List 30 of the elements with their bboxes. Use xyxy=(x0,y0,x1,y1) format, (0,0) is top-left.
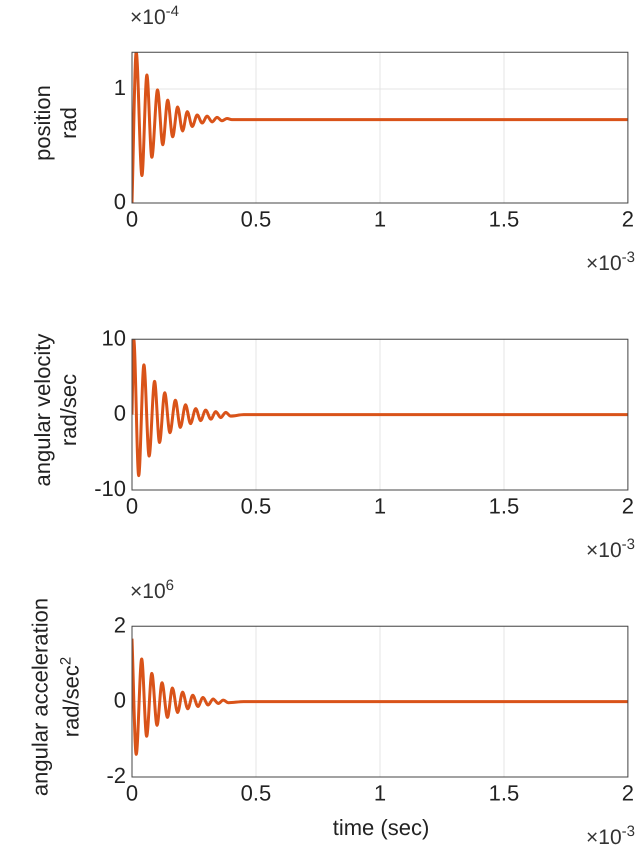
x-tick-label: 2 xyxy=(622,780,634,806)
x-tick-label: 2 xyxy=(622,493,634,518)
text: ×10$^{-3}$ xyxy=(586,823,635,850)
x-tick-label: 2 xyxy=(622,206,634,232)
text: ×10$^{-3}$ xyxy=(586,249,635,276)
x-tick-label: 1.5 xyxy=(488,206,520,232)
text: ×10$^{-3}$ xyxy=(586,536,635,563)
text: ×10$^{-4}$ xyxy=(130,3,179,30)
y-tick-label: -2 xyxy=(106,763,126,788)
text: ×10$^{6}$ xyxy=(130,577,174,604)
line-series xyxy=(132,637,628,756)
x-tick-label: 1 xyxy=(374,780,386,806)
y-tick-label: 0 xyxy=(114,189,126,214)
y-tick-label: 0 xyxy=(114,688,126,713)
y-tick-label: 2 xyxy=(114,612,126,638)
x-tick-label: 1.5 xyxy=(488,493,520,518)
y-tick-label: 1 xyxy=(114,74,126,100)
x-tick-label: 1 xyxy=(374,493,386,518)
y-axis-title: position rad xyxy=(30,85,82,161)
x-tick-label: 0.5 xyxy=(240,780,272,806)
y-tick-label: 0 xyxy=(114,400,126,426)
x-tick-label: 1 xyxy=(374,206,386,232)
y-axis-title: angular velocity rad/sec xyxy=(30,334,82,486)
x-tick-label: 0.5 xyxy=(240,493,272,518)
y-tick-label: -10 xyxy=(94,476,126,502)
x-tick-label: 0.5 xyxy=(240,206,272,232)
x-axis-title: time (sec) xyxy=(332,815,430,841)
y-tick-label: 10 xyxy=(102,325,126,350)
x-tick-label: 1.5 xyxy=(488,780,520,806)
line-series xyxy=(132,52,628,203)
